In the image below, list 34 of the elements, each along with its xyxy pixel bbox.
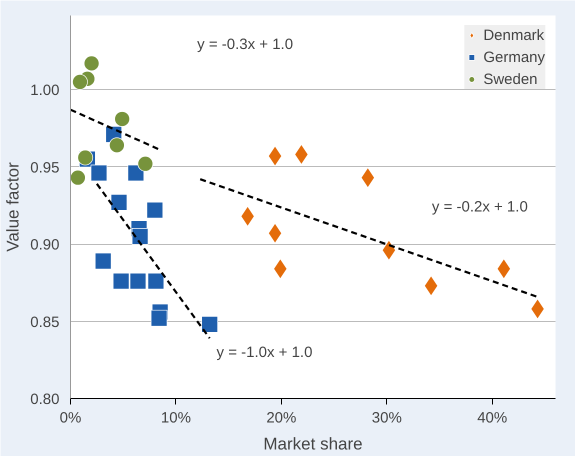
point — [114, 111, 130, 127]
point — [90, 164, 108, 182]
point — [70, 170, 86, 186]
point — [109, 137, 125, 154]
point — [110, 194, 128, 211]
point — [112, 272, 130, 290]
legend-label: Sweden — [483, 70, 538, 88]
point — [132, 228, 148, 245]
y-tick-label: 1.00 — [30, 82, 60, 100]
x-tick-label: 30% — [372, 410, 402, 426]
annotation: y = -0.2x + 1.0 — [432, 198, 528, 216]
point — [72, 74, 88, 90]
y-tick-label: 0.80 — [30, 391, 60, 408]
point — [146, 202, 164, 218]
point — [130, 272, 146, 290]
x-axis-title: Market share — [263, 434, 363, 454]
legend-label: Germany — [483, 48, 545, 66]
y-tick-label: 0.85 — [30, 314, 60, 331]
annotation: y = -1.0x + 1.0 — [216, 344, 312, 362]
y-tick-label: 0.95 — [30, 159, 60, 176]
point — [94, 252, 112, 270]
y-axis-title: Value factor — [3, 162, 22, 252]
point — [150, 310, 168, 327]
point — [201, 316, 218, 333]
point — [138, 156, 154, 172]
legend-label: Denmark — [483, 26, 544, 44]
point — [84, 56, 100, 72]
point — [148, 272, 164, 290]
y-tick-label: 0.90 — [30, 236, 60, 254]
annotation: y = -0.3x + 1.0 — [197, 36, 294, 54]
x-tick-label: 0% — [60, 410, 82, 426]
x-tick-label: 10% — [160, 410, 191, 426]
x-tick-label: 20% — [266, 410, 296, 426]
x-tick-label: 40% — [477, 410, 508, 426]
